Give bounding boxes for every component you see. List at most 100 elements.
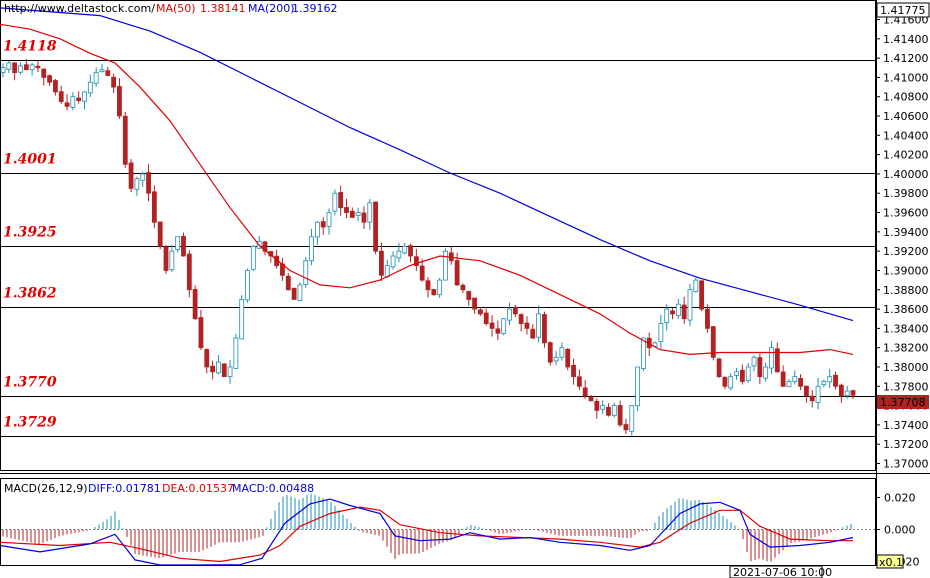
candle-body (338, 192, 344, 209)
candle-body (705, 308, 710, 329)
price-tick-label: 1.37800 (883, 380, 929, 393)
candle-body (35, 65, 41, 69)
price-tick-label: 1.37200 (883, 438, 929, 451)
candle-body (664, 308, 670, 323)
candle-body (47, 75, 52, 83)
candle-body (588, 396, 594, 402)
price-tick-label: 1.39000 (883, 264, 929, 277)
candle-body (431, 289, 437, 295)
candle-body (99, 69, 105, 72)
candle-body (792, 376, 798, 383)
macd-dea-value: DEA:0.01537 (162, 482, 234, 495)
price-tick-label: 1.39200 (883, 245, 929, 258)
ma50-label: MA(50) (156, 2, 196, 15)
level-labels: 1.4118 1.4001 1.3925 1.3862 1.3770 1.3729 (3, 39, 57, 431)
price-tick-label: 1.40600 (883, 110, 929, 123)
price-tick-label: 1.41000 (883, 71, 929, 84)
candle-body (687, 289, 693, 321)
candle-body (29, 64, 35, 71)
price-tick-label: 1.39600 (883, 207, 929, 220)
price-tick-label: 1.40400 (883, 129, 929, 142)
site-url: http://www.deltastock.com/ (4, 2, 155, 15)
candle-body (716, 358, 722, 378)
candle-body (466, 291, 472, 300)
candle-body (454, 260, 460, 286)
candle-body (571, 364, 576, 378)
candle-body (355, 212, 361, 216)
zoom-box[interactable] (876, 554, 904, 569)
macd-histogram (2, 493, 852, 562)
ma200-label: MA(200) (248, 2, 295, 15)
candle-body (413, 256, 419, 267)
candle-body (0, 67, 6, 73)
last-price-box (877, 395, 929, 409)
candle-body (693, 279, 699, 293)
candle-body (477, 309, 483, 315)
level-label: 1.3862 (3, 286, 57, 302)
candle-body (681, 304, 687, 320)
candle-body (495, 328, 501, 334)
candle-body (210, 365, 215, 373)
candle-body (140, 173, 146, 181)
ma200-value: 1.39162 (292, 2, 338, 15)
candle-body (64, 102, 70, 107)
candle-body (670, 310, 675, 315)
level-lines (1, 60, 875, 437)
candle-body (582, 387, 588, 397)
candle-body (361, 212, 367, 223)
candle-body (524, 322, 530, 329)
macd-diff-value: DIFF:0.01781 (88, 482, 161, 495)
macd-histogram-value: MACD:0.00488 (232, 482, 314, 495)
candle-body (641, 337, 646, 369)
level-label: 1.3770 (3, 375, 57, 391)
candle-body (285, 275, 291, 291)
macd-dea-line (0, 506, 853, 563)
price-tick-label: 1.41400 (883, 33, 929, 46)
price-tick-label: 1.40000 (883, 168, 929, 181)
candle-body (18, 65, 23, 73)
candle-body (379, 250, 384, 276)
candle-body (611, 405, 617, 416)
candle-body (774, 348, 780, 373)
zoom-label[interactable]: x0.1 (879, 556, 903, 569)
candle-body (332, 192, 338, 212)
price-tick-label: 1.38000 (883, 361, 929, 374)
candle-body (483, 312, 489, 324)
candle-body (710, 326, 716, 358)
candle-body (542, 314, 547, 344)
candle-body (675, 303, 681, 316)
candle-body (373, 201, 379, 252)
price-tick-label: 1.39400 (883, 226, 929, 239)
candle-body (821, 381, 827, 386)
price-tick-label: 1.40800 (883, 91, 929, 104)
candle-body (786, 381, 792, 388)
candle-body (658, 323, 664, 342)
candle-body (763, 366, 769, 379)
candle-body (739, 369, 745, 382)
candle-body (367, 202, 373, 223)
price-tick-label: 1.40200 (883, 149, 929, 162)
price-tick-label: 1.37000 (883, 458, 929, 471)
macd-panel (0, 478, 876, 566)
candle-body (553, 356, 559, 362)
candle-body (41, 68, 47, 78)
candle-body (221, 363, 227, 378)
candle-body (635, 366, 640, 407)
candle-body (402, 245, 408, 254)
candle-body (443, 250, 448, 281)
candle-body (303, 260, 309, 285)
candle-body (565, 348, 571, 368)
candle-body (239, 299, 245, 340)
candle-body (489, 322, 495, 329)
candle-body (501, 318, 507, 334)
candle-body (87, 81, 93, 94)
candle-body (250, 245, 256, 270)
candle-body (734, 371, 739, 376)
candle-body (804, 385, 809, 397)
candle-body (798, 378, 804, 387)
candle-body (472, 297, 477, 310)
top-price-label: 1.41775 (880, 4, 926, 17)
macd-label: MACD(26,12,9) (4, 482, 88, 495)
top-price-box (876, 2, 930, 18)
